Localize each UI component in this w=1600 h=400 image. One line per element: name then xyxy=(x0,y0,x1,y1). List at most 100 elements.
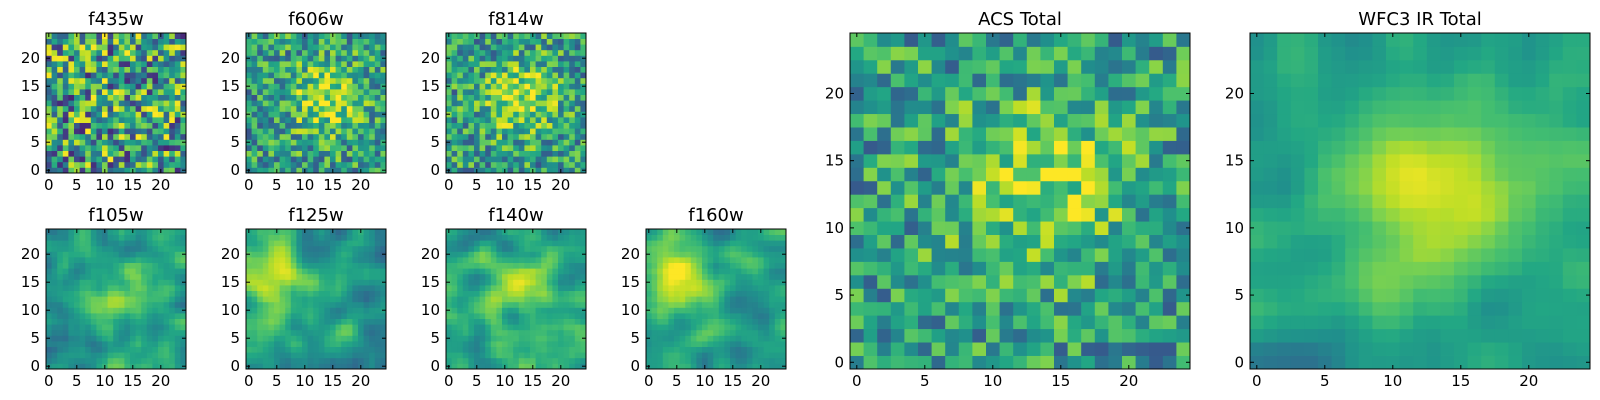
heatmap-cell xyxy=(524,296,531,303)
heatmap-cell xyxy=(479,156,486,163)
heatmap-cell xyxy=(763,273,770,280)
heatmap-cell xyxy=(46,273,52,280)
heatmap-cell xyxy=(563,156,570,163)
heatmap-cell xyxy=(507,128,514,135)
heatmap-cell xyxy=(74,285,80,291)
heatmap-cell xyxy=(474,161,480,168)
heatmap-cell xyxy=(479,301,486,308)
heatmap-cell xyxy=(496,229,503,235)
heatmap-cell xyxy=(318,301,325,308)
heatmap-cell xyxy=(107,245,114,252)
heatmap-cell xyxy=(146,156,153,163)
heatmap-cell xyxy=(877,288,892,303)
heatmap-cell xyxy=(774,357,781,364)
heatmap-cell xyxy=(507,357,514,364)
heatmap-cell xyxy=(496,240,503,247)
heatmap-cell xyxy=(569,257,576,263)
heatmap-cell xyxy=(374,49,381,56)
heatmap-cell xyxy=(130,341,136,347)
heatmap-cell xyxy=(307,279,314,286)
heatmap-cell xyxy=(451,234,458,241)
heatmap-cell xyxy=(96,285,103,291)
heatmap-cell xyxy=(496,346,503,353)
heatmap-cell xyxy=(552,83,559,90)
heatmap-cell xyxy=(1094,274,1109,289)
heatmap-cell xyxy=(113,72,120,79)
heatmap-cell xyxy=(518,133,525,140)
heatmap-cell xyxy=(324,245,331,252)
heatmap-cell xyxy=(330,268,336,275)
heatmap-cell xyxy=(569,94,576,101)
heatmap-cell xyxy=(651,329,658,336)
heatmap-cell xyxy=(474,318,480,325)
heatmap-cell xyxy=(530,139,536,146)
heatmap-cell xyxy=(724,301,731,308)
heatmap-cell xyxy=(46,245,52,252)
heatmap-cell xyxy=(135,245,142,252)
heatmap-cell xyxy=(268,72,275,79)
heatmap-cell xyxy=(152,313,159,319)
heatmap-cell xyxy=(580,273,587,280)
heatmap-cell xyxy=(290,346,297,353)
heatmap-cell xyxy=(290,318,297,325)
heatmap-cell xyxy=(1094,207,1109,222)
heatmap-cell xyxy=(346,257,353,263)
heatmap-cell xyxy=(999,342,1014,356)
heatmap-cell xyxy=(457,318,464,325)
heatmap-cell xyxy=(262,234,269,241)
heatmap-cell xyxy=(335,111,342,118)
heatmap-cell xyxy=(530,100,536,107)
heatmap-cell xyxy=(490,279,497,286)
y-tick-label: 5 xyxy=(230,133,240,151)
heatmap-cell xyxy=(1040,274,1055,289)
y-tick-label: 15 xyxy=(221,77,240,95)
heatmap-cell xyxy=(574,324,581,331)
plot-frame xyxy=(445,32,587,174)
heatmap-cell xyxy=(257,301,264,308)
heatmap-cell xyxy=(457,66,464,73)
heatmap-cell xyxy=(118,318,125,325)
heatmap-cell xyxy=(541,357,548,364)
heatmap-cell xyxy=(485,363,492,370)
heatmap-cell xyxy=(330,234,336,241)
heatmap-cell xyxy=(999,288,1014,303)
heatmap-cell xyxy=(290,122,297,129)
heatmap-cell xyxy=(262,33,269,39)
heatmap-cell xyxy=(552,44,559,51)
heatmap-cell xyxy=(563,301,570,308)
heatmap-cell xyxy=(246,318,252,325)
heatmap-cell xyxy=(474,55,480,62)
heatmap-cell xyxy=(68,117,75,123)
heatmap-cell xyxy=(290,66,297,73)
heatmap-cell xyxy=(468,363,475,370)
heatmap-cell xyxy=(574,161,581,168)
heatmap-cell xyxy=(257,122,264,129)
heatmap-cell xyxy=(462,290,469,297)
heatmap-cell xyxy=(446,329,452,336)
heatmap-cell xyxy=(446,296,452,303)
heatmap-cell xyxy=(496,257,503,263)
y-tick-label: 5 xyxy=(430,329,440,347)
heatmap-cell xyxy=(296,66,303,73)
heatmap-cell xyxy=(485,352,492,359)
heatmap-cell xyxy=(274,240,280,247)
heatmap-cell xyxy=(574,301,581,308)
heatmap-cell xyxy=(102,307,108,314)
heatmap-cell xyxy=(724,296,731,303)
heatmap-cell xyxy=(279,285,286,291)
heatmap-cell xyxy=(468,290,475,297)
heatmap-cell xyxy=(1081,342,1096,356)
heatmap-cell xyxy=(679,279,686,286)
heatmap-cell xyxy=(296,296,303,303)
heatmap-cell xyxy=(163,133,170,140)
heatmap-cell xyxy=(552,234,559,241)
heatmap-cell xyxy=(735,268,742,275)
heatmap-cell xyxy=(302,313,308,319)
heatmap-cell xyxy=(107,313,114,319)
heatmap-cell xyxy=(113,229,120,235)
y-tick-label: 10 xyxy=(421,105,440,123)
heatmap-cell xyxy=(507,307,514,314)
heatmap-cell xyxy=(999,301,1014,316)
heatmap-cell xyxy=(102,329,108,336)
heatmap-cell xyxy=(158,117,164,123)
